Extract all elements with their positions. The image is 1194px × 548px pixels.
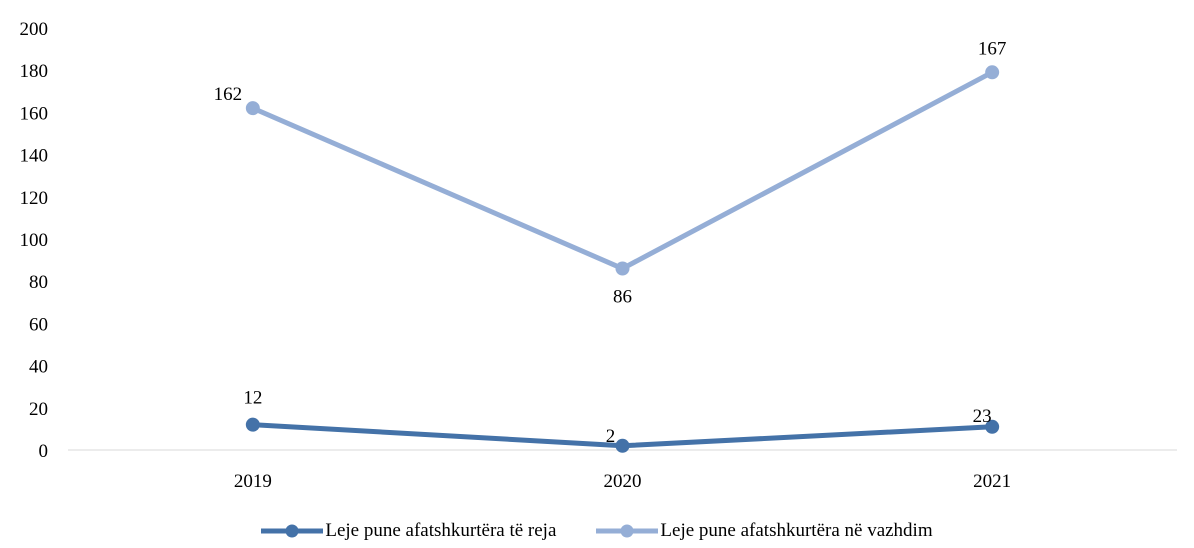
data-label: 2 <box>606 426 616 447</box>
legend-dot-ongoing-permits <box>620 524 634 538</box>
legend-item-new-permits: Leje pune afatshkurtëra të reja <box>261 520 556 542</box>
y-tick-label: 60 <box>29 314 48 335</box>
y-tick-label: 40 <box>29 357 48 378</box>
y-tick-label: 140 <box>20 146 49 167</box>
x-tick-label: 2021 <box>973 471 1011 492</box>
data-point <box>985 419 1000 434</box>
legend-label-ongoing-permits: Leje pune afatshkurtëra në vazhdim <box>660 520 933 541</box>
data-label: 167 <box>978 38 1007 59</box>
x-tick-label: 2019 <box>234 471 272 492</box>
y-tick-label: 0 <box>39 441 49 462</box>
legend-marker-new-permits <box>261 524 324 538</box>
legend-label-new-permits: Leje pune afatshkurtëra të reja <box>325 520 557 541</box>
data-point <box>245 101 260 116</box>
legend-item-ongoing-permits: Leje pune afatshkurtëra në vazhdim <box>596 520 933 542</box>
data-point <box>615 261 630 276</box>
data-label: 162 <box>214 84 243 105</box>
data-point <box>985 65 1000 80</box>
legend-marker-ongoing-permits <box>596 524 659 538</box>
data-label: 23 <box>973 406 992 427</box>
series-line <box>250 69 995 272</box>
data-label: 86 <box>613 287 632 308</box>
y-tick-label: 80 <box>29 272 48 293</box>
data-label: 12 <box>243 388 262 409</box>
y-tick-label: 160 <box>20 103 49 124</box>
y-tick-label: 200 <box>20 19 49 40</box>
legend: Leje pune afatshkurtëra të reja Leje pun… <box>0 516 1194 546</box>
data-point <box>245 417 260 432</box>
x-tick-label: 2020 <box>604 471 642 492</box>
y-tick-label: 120 <box>20 188 49 209</box>
legend-dot-new-permits <box>285 524 299 538</box>
line-chart: 0 20 40 60 80 100 120 140 160 180 200 2019 2020 2021 1… <box>20 19 1177 492</box>
y-tick-label: 100 <box>20 230 49 251</box>
y-tick-label: 180 <box>20 61 49 82</box>
y-tick-label: 20 <box>29 399 48 420</box>
data-point <box>615 438 630 453</box>
